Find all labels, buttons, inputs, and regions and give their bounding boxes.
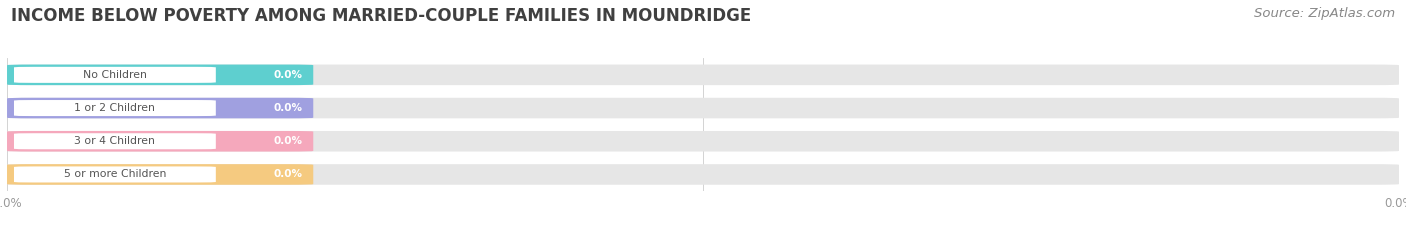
FancyBboxPatch shape (7, 131, 314, 151)
Text: 5 or more Children: 5 or more Children (63, 169, 166, 179)
Text: 1 or 2 Children: 1 or 2 Children (75, 103, 155, 113)
FancyBboxPatch shape (7, 164, 314, 185)
Text: 0.0%: 0.0% (273, 136, 302, 146)
FancyBboxPatch shape (14, 166, 217, 182)
FancyBboxPatch shape (14, 100, 217, 116)
Text: No Children: No Children (83, 70, 146, 80)
FancyBboxPatch shape (7, 98, 1399, 118)
Text: 0.0%: 0.0% (273, 70, 302, 80)
FancyBboxPatch shape (14, 133, 217, 149)
Text: 0.0%: 0.0% (273, 169, 302, 179)
Text: Source: ZipAtlas.com: Source: ZipAtlas.com (1254, 7, 1395, 20)
FancyBboxPatch shape (14, 67, 217, 83)
Text: 3 or 4 Children: 3 or 4 Children (75, 136, 155, 146)
Text: INCOME BELOW POVERTY AMONG MARRIED-COUPLE FAMILIES IN MOUNDRIDGE: INCOME BELOW POVERTY AMONG MARRIED-COUPL… (11, 7, 751, 25)
FancyBboxPatch shape (7, 65, 314, 85)
FancyBboxPatch shape (7, 131, 1399, 151)
FancyBboxPatch shape (7, 164, 1399, 185)
Text: 0.0%: 0.0% (273, 103, 302, 113)
FancyBboxPatch shape (7, 98, 314, 118)
FancyBboxPatch shape (7, 65, 1399, 85)
